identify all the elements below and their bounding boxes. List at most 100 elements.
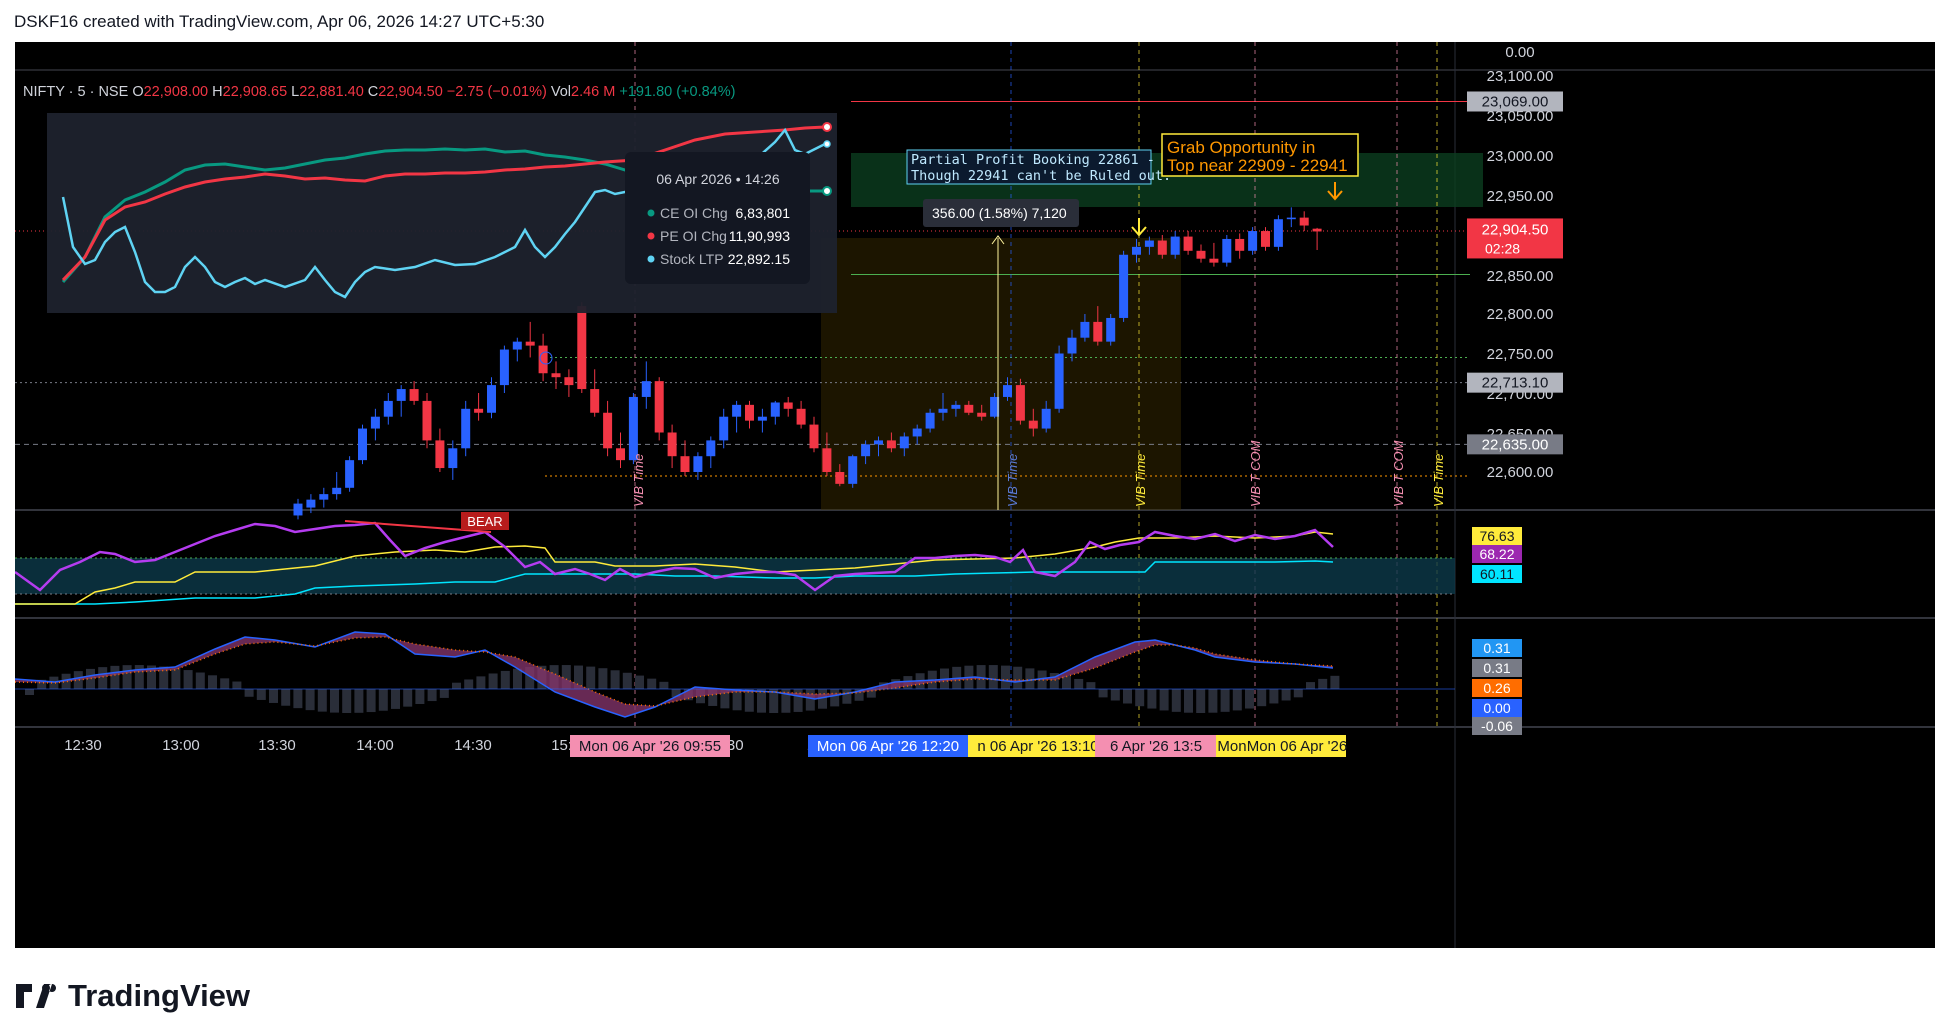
candle[interactable]	[512, 341, 522, 350]
candle[interactable]	[1028, 420, 1038, 429]
candle[interactable]	[358, 428, 367, 461]
candle[interactable]	[409, 389, 419, 401]
candle[interactable]	[1157, 240, 1167, 255]
candle[interactable]	[1132, 246, 1141, 255]
candle[interactable]	[977, 412, 987, 417]
candle[interactable]	[487, 385, 496, 413]
candle[interactable]	[499, 349, 509, 386]
macd-histogram-bar	[671, 689, 681, 698]
time-badge	[570, 735, 730, 757]
candle[interactable]	[332, 487, 342, 495]
macd-histogram-bar	[988, 665, 998, 689]
price-tick: 22,750.00	[1487, 346, 1554, 363]
candle[interactable]	[925, 412, 935, 429]
candle[interactable]	[1235, 238, 1245, 251]
candle[interactable]	[861, 444, 871, 457]
candle[interactable]	[783, 402, 793, 409]
candle[interactable]	[1299, 217, 1309, 226]
candle[interactable]	[1015, 385, 1025, 421]
candle[interactable]	[1041, 408, 1051, 429]
candle[interactable]	[564, 377, 574, 386]
candle[interactable]	[1119, 254, 1129, 318]
candle[interactable]	[1273, 219, 1283, 247]
candle[interactable]	[693, 456, 703, 472]
candle[interactable]	[319, 494, 329, 500]
candle[interactable]	[1067, 337, 1077, 354]
candle[interactable]	[719, 416, 729, 441]
candle[interactable]	[770, 402, 780, 417]
osc-line-purple	[14, 521, 1334, 592]
macd-histogram-bar	[488, 673, 498, 689]
candle[interactable]	[680, 456, 690, 472]
candle[interactable]	[745, 404, 754, 421]
candle[interactable]	[809, 424, 819, 449]
candle[interactable]	[1312, 228, 1322, 232]
candle[interactable]	[1144, 240, 1154, 247]
candle[interactable]	[577, 306, 587, 390]
candle[interactable]	[293, 503, 303, 516]
candle[interactable]	[848, 456, 858, 484]
candle[interactable]	[1003, 385, 1012, 397]
candle[interactable]	[1286, 217, 1296, 220]
legend-part: H	[212, 84, 222, 100]
candle[interactable]	[835, 472, 845, 484]
candle[interactable]	[306, 499, 316, 508]
candle[interactable]	[1196, 250, 1206, 259]
candle[interactable]	[1222, 238, 1232, 263]
macd-histogram-bar	[281, 689, 291, 706]
candle[interactable]	[796, 408, 806, 425]
price-chart[interactable]: BEAR 356.00 (1.58%) 7,120 Partial Profit …	[14, 42, 1935, 948]
macd-histogram-bar	[513, 668, 522, 689]
candle[interactable]	[1106, 317, 1116, 342]
macd-histogram-bar	[86, 668, 95, 689]
osc-badge-text: 76.63	[1479, 528, 1514, 544]
candle[interactable]	[654, 381, 664, 433]
chart-area[interactable]: BEAR 356.00 (1.58%) 7,120 Partial Profit …	[14, 42, 1935, 948]
candle[interactable]	[1183, 236, 1193, 251]
candle[interactable]	[538, 345, 548, 374]
candle[interactable]	[1261, 231, 1270, 247]
candle[interactable]	[757, 416, 767, 421]
candle[interactable]	[474, 408, 484, 413]
candle[interactable]	[667, 432, 677, 457]
candle[interactable]	[1080, 321, 1090, 338]
time-tick: 13:30	[258, 737, 296, 754]
candle[interactable]	[732, 404, 742, 417]
macd-histogram-bar	[1171, 689, 1181, 712]
candle[interactable]	[422, 400, 432, 441]
candle[interactable]	[525, 341, 535, 346]
candle[interactable]	[899, 436, 909, 449]
candle[interactable]	[641, 381, 651, 397]
macd-histogram-bar	[464, 679, 474, 689]
candle[interactable]	[448, 448, 458, 469]
candle[interactable]	[551, 373, 561, 378]
osc-badge	[1472, 527, 1522, 545]
candle[interactable]	[938, 408, 948, 413]
candle[interactable]	[461, 408, 471, 449]
candle[interactable]	[1054, 353, 1064, 409]
candle[interactable]	[1248, 231, 1258, 251]
candle[interactable]	[1093, 321, 1103, 342]
candle[interactable]	[370, 416, 380, 429]
candle[interactable]	[383, 400, 393, 417]
candle[interactable]	[706, 440, 716, 457]
time-badge-text: Mon 06 Apr '26 09:55	[579, 738, 721, 755]
legend-part: 22,908.00	[144, 84, 209, 100]
candle[interactable]	[990, 396, 1000, 417]
candle[interactable]	[912, 428, 922, 437]
candle[interactable]	[964, 404, 974, 413]
candle[interactable]	[628, 396, 638, 461]
candle[interactable]	[616, 448, 625, 461]
candle[interactable]	[1209, 258, 1219, 263]
candle[interactable]	[396, 389, 406, 401]
candle[interactable]	[590, 389, 600, 413]
candle[interactable]	[822, 448, 832, 472]
candle[interactable]	[603, 412, 613, 449]
macd-line	[14, 631, 1334, 718]
candle[interactable]	[345, 460, 355, 488]
candle[interactable]	[874, 440, 883, 445]
candle[interactable]	[1170, 236, 1180, 255]
candle[interactable]	[886, 440, 896, 449]
candle[interactable]	[435, 440, 445, 469]
candle[interactable]	[951, 404, 961, 409]
